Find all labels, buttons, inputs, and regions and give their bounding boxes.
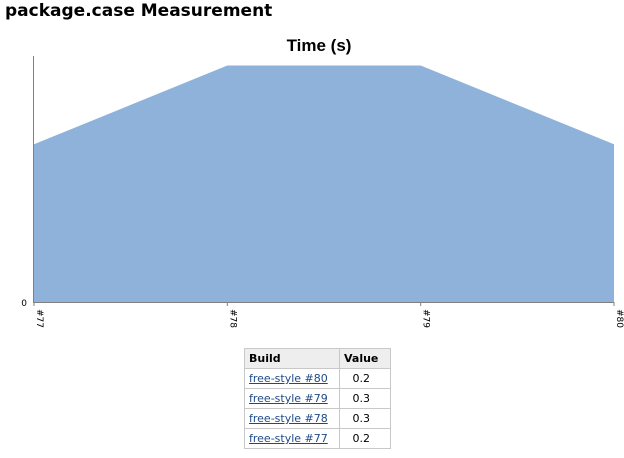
x-tick-label: #79 xyxy=(421,309,431,328)
series-area xyxy=(34,65,614,302)
build-link[interactable]: free-style #80 xyxy=(249,372,328,385)
x-tick-label: #80 xyxy=(614,309,624,328)
x-tick-label: #78 xyxy=(227,309,237,328)
build-link[interactable]: free-style #79 xyxy=(249,392,328,405)
page-title: package.case Measurement xyxy=(5,1,273,21)
x-tick-label: #77 xyxy=(34,309,44,328)
area-chart: Time (s) 0 #77 #78 #79 #80 xyxy=(21,36,624,328)
y-tick-label: 0 xyxy=(21,299,27,309)
value-cell: 0.3 xyxy=(338,388,392,409)
results-table: Build Value free-style #80 0.2 free-styl… xyxy=(244,348,392,449)
value-cell: 0.3 xyxy=(338,408,392,429)
build-column-header: Build xyxy=(244,348,340,369)
build-link[interactable]: free-style #78 xyxy=(249,412,328,425)
table-row: free-style #78 0.3 xyxy=(244,408,392,429)
value-cell: 0.2 xyxy=(338,368,392,389)
table-header-row: Build Value xyxy=(244,348,392,369)
value-cell: 0.2 xyxy=(338,428,392,449)
table-row: free-style #80 0.2 xyxy=(244,368,392,389)
chart-title: Time (s) xyxy=(287,36,352,55)
table-row: free-style #79 0.3 xyxy=(244,388,392,409)
value-column-header: Value xyxy=(338,348,392,369)
build-link[interactable]: free-style #77 xyxy=(249,432,328,445)
table-row: free-style #77 0.2 xyxy=(244,428,392,449)
